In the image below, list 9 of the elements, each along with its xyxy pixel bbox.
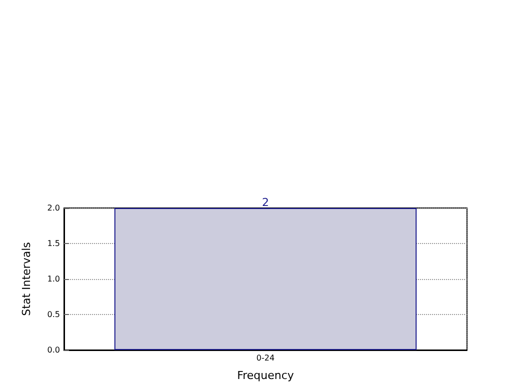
y-tick-label: 0.5 [47, 310, 60, 319]
data-label: 2 [262, 196, 269, 209]
y-tick-label: 1.5 [47, 239, 60, 248]
x-axis-title: Frequency [237, 369, 294, 382]
y-tick-label: 0.0 [47, 346, 60, 354]
y-axis-title: Stat Intervals [20, 242, 33, 316]
y-tick-label: 1.0 [47, 274, 60, 284]
x-tick-label: 0-24 [256, 354, 275, 362]
y-tick-label: 2.0 [47, 204, 60, 212]
